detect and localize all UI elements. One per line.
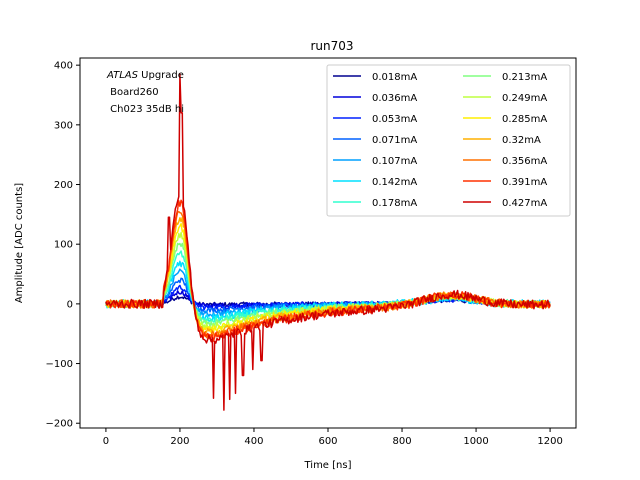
- annotation-channel: Ch023 35dB hi: [107, 104, 184, 115]
- plot-frame: [79, 57, 577, 429]
- legend-label: 0.107mA: [372, 156, 417, 167]
- legend-label: 0.391mA: [502, 177, 547, 188]
- series-line-0.427mA: [105, 73, 551, 411]
- legend-label: 0.213mA: [502, 72, 547, 83]
- x-tick-label: 1200: [537, 436, 562, 447]
- y-tick-label: 100: [54, 240, 73, 251]
- x-tick-label: 0: [103, 436, 109, 447]
- plot-area: [105, 73, 551, 411]
- x-tick-label: 200: [170, 436, 189, 447]
- y-tick-label: −200: [46, 419, 73, 430]
- legend-box: [326, 64, 571, 217]
- legend-label: 0.32mA: [502, 135, 541, 146]
- chart-title: run703: [310, 39, 353, 53]
- x-tick-label: 400: [244, 436, 263, 447]
- legend-label: 0.036mA: [372, 93, 417, 104]
- legend-label: 0.142mA: [372, 177, 417, 188]
- legend-label: 0.018mA: [372, 72, 417, 83]
- y-tick-label: 400: [54, 61, 73, 72]
- axis-ticks: 0 200 400 600 800 1000 1200 −200 −100 0 100 200 300 4…: [46, 61, 563, 447]
- legend-label: 0.249mA: [502, 93, 547, 104]
- annotation-board: Board260: [107, 87, 159, 98]
- y-tick-label: 200: [54, 180, 73, 191]
- svg-text:ATLAS Upgrade: ATLAS Upgrade: [106, 70, 184, 81]
- legend-label: 0.356mA: [502, 156, 547, 167]
- annotation-rest: Upgrade: [138, 70, 184, 81]
- legend: 0.018mA 0.036mA 0.053mA 0.071mA 0.107mA 0.142…: [326, 64, 571, 217]
- y-axis-label: Amplitude [ADC counts]: [14, 183, 25, 303]
- y-tick-label: 0: [67, 299, 73, 310]
- x-tick-label: 600: [318, 436, 337, 447]
- legend-label: 0.178mA: [372, 198, 417, 209]
- annotation-italic: ATLAS: [106, 70, 139, 81]
- x-axis-label: Time [ns]: [303, 460, 351, 471]
- legend-label: 0.285mA: [502, 114, 547, 125]
- atlas-annotation: ATLAS Upgrade Board260 Ch023 35dB hi: [106, 70, 184, 115]
- legend-label: 0.071mA: [372, 135, 417, 146]
- x-tick-label: 800: [392, 436, 411, 447]
- legend-label: 0.053mA: [372, 114, 417, 125]
- x-tick-label: 1000: [463, 436, 488, 447]
- legend-label: 0.427mA: [502, 198, 547, 209]
- y-tick-label: 300: [54, 120, 73, 131]
- y-tick-label: −100: [46, 359, 73, 370]
